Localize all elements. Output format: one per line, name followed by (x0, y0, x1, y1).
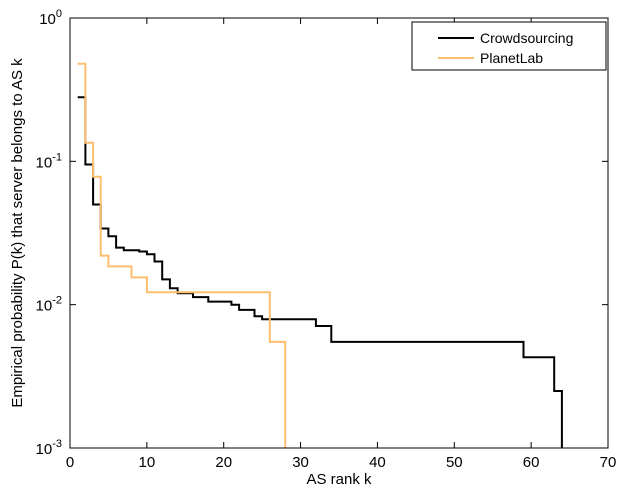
legend-label: PlanetLab (480, 50, 543, 66)
x-tick-label: 40 (369, 454, 386, 471)
x-axis-label: AS rank k (306, 471, 372, 488)
series-line-planetlab (77, 62, 287, 448)
axis-ticks: 0 10 20 30 40 50 60 70 10-3 10-2 10-1 100 (36, 8, 617, 471)
x-tick-label: 50 (446, 454, 463, 471)
x-tick-label: 60 (523, 454, 540, 471)
x-tick-label: 10 (139, 454, 156, 471)
legend-label: Crowdsourcing (480, 30, 573, 46)
legend: Crowdsourcing PlanetLab (411, 21, 607, 71)
y-tick-label: 10-3 (36, 438, 62, 458)
x-tick-label: 20 (215, 454, 232, 471)
y-axis-label: Empirical probability P(k) that server b… (9, 58, 26, 408)
y-tick-label: 10-2 (36, 295, 62, 315)
series-line-crowdsourcing (77, 96, 563, 448)
x-tick-label: 70 (600, 454, 617, 471)
y-tick-label: 10-1 (36, 151, 62, 171)
x-tick-label: 30 (292, 454, 309, 471)
x-tick-label: 0 (66, 454, 74, 471)
legend-box (411, 21, 607, 71)
y-tick-label: 100 (39, 8, 62, 28)
plot-area (77, 62, 563, 448)
axes-frame (69, 17, 609, 449)
